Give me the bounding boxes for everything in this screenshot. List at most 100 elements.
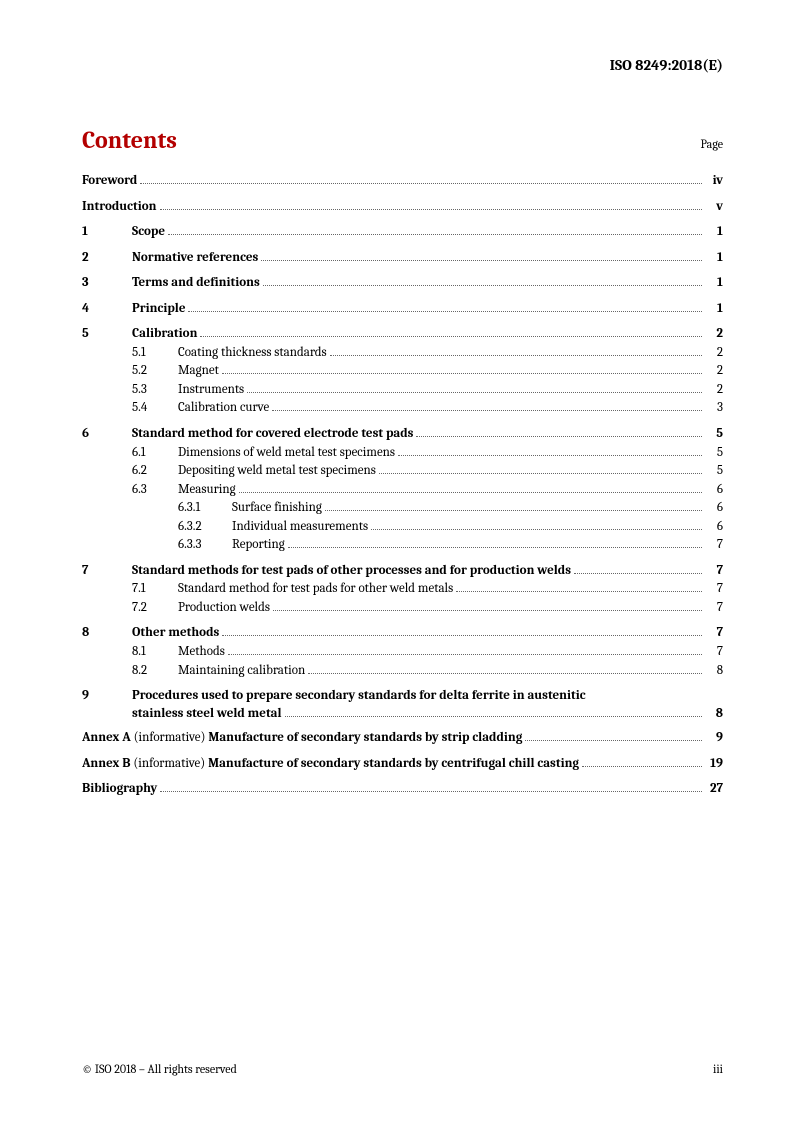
toc-title: Standard method for covered electrode te… — [132, 425, 413, 443]
toc-title: Principle — [132, 300, 185, 318]
toc-number: 6.2 — [132, 462, 178, 480]
toc-page: iv — [705, 172, 723, 190]
toc-leader — [188, 311, 702, 312]
toc-leader — [330, 355, 702, 356]
toc-entry-terms: 3 Terms and definitions 1 — [82, 274, 723, 292]
toc-leader — [273, 610, 702, 611]
toc-number: 8.1 — [132, 643, 178, 661]
toc-page: 1 — [705, 274, 723, 292]
toc-entry-8-1: 8.1 Methods 7 — [82, 643, 723, 661]
toc-title: Dimensions of weld metal test specimens — [178, 444, 395, 462]
toc-title: Standard methods for test pads of other … — [132, 562, 571, 580]
toc-entry-7-2: 7.2 Production welds 7 — [82, 599, 723, 617]
annex-rest: Manufacture of secondary standards by ce… — [208, 756, 579, 771]
toc-entry-annex-a: Annex A (informative) Manufacture of sec… — [82, 729, 723, 747]
toc-title: Bibliography — [82, 780, 157, 798]
toc-number: 7.2 — [132, 599, 178, 617]
toc-leader — [308, 673, 702, 674]
toc-entry-7: 7 Standard methods for test pads of othe… — [82, 562, 723, 580]
toc-title: Production welds — [178, 599, 270, 617]
toc-page: 8 — [705, 662, 723, 680]
toc-title: Individual measurements — [232, 518, 368, 536]
toc-page: 2 — [705, 381, 723, 399]
toc-entry-5-1: 5.1 Coating thickness standards 2 — [82, 344, 723, 362]
toc-entry-9: 9 Procedures used to prepare secondary s… — [82, 687, 723, 722]
toc-title: Terms and definitions — [132, 274, 260, 292]
toc-number: 4 — [82, 300, 132, 318]
toc-title: Foreword — [82, 172, 137, 190]
toc-title: Surface finishing — [232, 499, 322, 517]
toc-entry-8: 8 Other methods 7 — [82, 624, 723, 642]
toc-number: 6.3 — [132, 481, 178, 499]
page-container: ISO 8249:2018(E) Contents Page Foreword … — [0, 0, 793, 1122]
toc-leader — [228, 654, 702, 655]
toc-leader — [379, 473, 702, 474]
page-footer: © ISO 2018 – All rights reserved iii — [82, 1062, 723, 1076]
toc-page: v — [705, 198, 723, 216]
toc-leader — [263, 285, 702, 286]
toc-entry-5-2: 5.2 Magnet 2 — [82, 362, 723, 380]
toc-page: 6 — [705, 518, 723, 536]
toc-page: 7 — [705, 536, 723, 554]
toc-title: Other methods — [132, 624, 219, 642]
toc-leader — [574, 573, 702, 574]
toc-leader — [398, 455, 702, 456]
toc-title: Methods — [178, 643, 225, 661]
toc-page: 2 — [705, 362, 723, 380]
toc-leader — [416, 436, 702, 437]
toc-entry-6-3-1: 6.3.1 Surface finishing 6 — [82, 499, 723, 517]
toc-leader — [222, 373, 702, 374]
toc-title: Maintaining calibration — [178, 662, 305, 680]
toc-title: Magnet — [178, 362, 219, 380]
toc-page: 1 — [705, 249, 723, 267]
toc-leader — [582, 766, 702, 767]
toc-entry-bibliography: Bibliography 27 — [82, 780, 723, 798]
toc-number: 6 — [82, 425, 132, 443]
annex-prefix: Annex B — [82, 756, 130, 771]
toc-entry-principle: 4 Principle 1 — [82, 300, 723, 318]
toc-title: Annex B (informative) Manufacture of sec… — [82, 755, 579, 773]
toc-page: 8 — [705, 705, 723, 723]
toc-number: 9 — [82, 687, 132, 722]
toc-leader — [272, 410, 702, 411]
toc-number: 1 — [82, 223, 132, 241]
toc-leader — [261, 260, 702, 261]
footer-copyright: © ISO 2018 – All rights reserved — [82, 1062, 237, 1076]
toc-page: 7 — [705, 580, 723, 598]
toc-page: 5 — [705, 444, 723, 462]
toc-number: 8.2 — [132, 662, 178, 680]
toc-number: 5.4 — [132, 399, 178, 417]
toc-page: 7 — [705, 624, 723, 642]
toc-number: 5.3 — [132, 381, 178, 399]
toc-leader — [140, 183, 702, 184]
document-id: ISO 8249:2018(E) — [610, 56, 723, 74]
toc-title: Measuring — [178, 481, 236, 499]
toc-number: 8 — [82, 624, 132, 642]
toc-entry-6-3-2: 6.3.2 Individual measurements 6 — [82, 518, 723, 536]
toc-page: 6 — [705, 499, 723, 517]
toc-number: 5.2 — [132, 362, 178, 380]
toc-title-line1: Procedures used to prepare secondary sta… — [132, 687, 723, 705]
toc-leader — [247, 392, 702, 393]
toc-number: 2 — [82, 249, 132, 267]
toc-page: 5 — [705, 425, 723, 443]
toc-title-line2: stainless steel weld metal — [132, 705, 282, 723]
toc-page: 9 — [705, 729, 723, 747]
toc-leader — [325, 510, 702, 511]
table-of-contents: Foreword iv Introduction v 1 Scope 1 2 N… — [82, 172, 723, 798]
toc-page: 2 — [705, 325, 723, 343]
toc-number: 3 — [82, 274, 132, 292]
toc-leader — [288, 547, 702, 548]
toc-number: 6.1 — [132, 444, 178, 462]
toc-entry-6-1: 6.1 Dimensions of weld metal test specim… — [82, 444, 723, 462]
contents-title: Contents — [82, 126, 177, 154]
toc-entry-7-1: 7.1 Standard method for test pads for ot… — [82, 580, 723, 598]
toc-title: Calibration — [132, 325, 197, 343]
toc-title: Calibration curve — [178, 399, 269, 417]
toc-entry-calibration: 5 Calibration 2 — [82, 325, 723, 343]
toc-leader — [160, 209, 702, 210]
toc-entry-6-2: 6.2 Depositing weld metal test specimens… — [82, 462, 723, 480]
annex-rest: Manufacture of secondary standards by st… — [208, 730, 522, 745]
toc-entry-8-2: 8.2 Maintaining calibration 8 — [82, 662, 723, 680]
toc-page: 19 — [705, 755, 723, 773]
